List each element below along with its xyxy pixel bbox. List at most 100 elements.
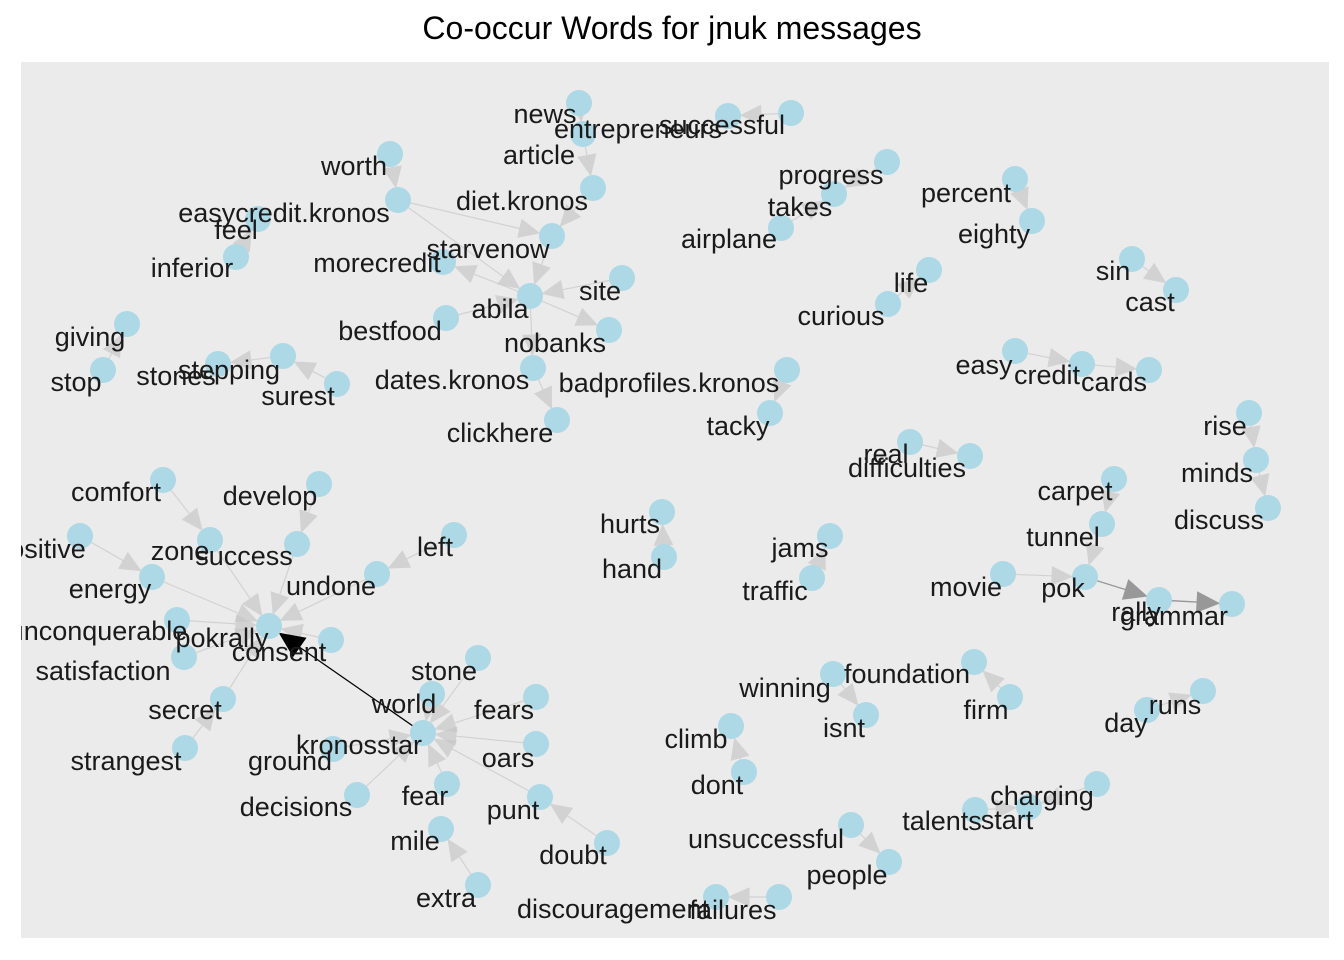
node-label-unconquerable: unconquerable: [9, 616, 188, 646]
node-rally: [1146, 587, 1172, 613]
node-rise: [1236, 400, 1262, 426]
node-label-news: news: [513, 99, 576, 129]
node-label-success: success: [195, 541, 293, 571]
node-label-extra: extra: [416, 883, 477, 913]
node-takes: [821, 181, 847, 207]
node-label-life: life: [894, 268, 929, 298]
node-label-start: start: [981, 805, 1034, 835]
node-label-carpet: carpet: [1037, 476, 1113, 506]
edge-day-runs: [1146, 692, 1192, 712]
node-label-decisions: decisions: [240, 792, 353, 822]
node-label-discuss: discuss: [1174, 505, 1264, 535]
edge-arrowhead: [896, 277, 920, 299]
node-unsuccessful: [838, 812, 864, 838]
node-positive: [67, 523, 93, 549]
edge-arrowhead: [800, 200, 825, 221]
node-label-movie: movie: [930, 572, 1002, 602]
node-decisions: [344, 782, 370, 808]
node-label-fear: fear: [402, 781, 449, 811]
node-label-easycredit_kronos: easycredit.kronos: [178, 198, 390, 228]
node-label-consent: consent: [232, 637, 327, 667]
node-label-takes: takes: [768, 192, 833, 222]
node-label-starvenow: starvenow: [426, 234, 550, 264]
edge-arrowhead: [270, 591, 290, 615]
node-label-comfort: comfort: [71, 477, 162, 507]
node-stop: [90, 357, 116, 383]
node-label-foundation: foundation: [844, 659, 970, 689]
node-people: [876, 849, 902, 875]
node-fears: [523, 684, 549, 710]
edge-arrowhead: [495, 295, 519, 314]
node-starvenow: [539, 223, 565, 249]
node-minds: [1243, 447, 1269, 473]
node-label-surest: surest: [261, 381, 335, 411]
node-clickhere: [544, 407, 570, 433]
node-easycredit_kronos: [385, 187, 411, 213]
node-grammar: [1219, 591, 1245, 617]
node-label-charging: charging: [990, 781, 1094, 811]
edge-line: [454, 696, 537, 724]
node-label-isnt: isnt: [823, 713, 866, 743]
node-label-climb: climb: [664, 724, 727, 754]
node-label-easy: easy: [955, 350, 1013, 380]
node-label-secret: secret: [148, 695, 222, 725]
node-label-inferior: inferior: [151, 253, 234, 283]
node-label-ground: ground: [248, 746, 332, 776]
edge-arrowhead: [1085, 542, 1105, 566]
edge-arrowhead: [1195, 591, 1221, 613]
node-label-grammar: grammar: [1120, 601, 1228, 631]
edge-arrowhead: [574, 307, 599, 326]
edge-punt-kronosstar: [433, 738, 541, 798]
edge-arrowhead: [1114, 357, 1138, 377]
node-label-badprofiles_kronos: badprofiles.kronos: [559, 368, 780, 398]
edge-arrowhead: [739, 104, 762, 125]
edge-arrowhead: [194, 708, 216, 732]
edge-arrowhead: [727, 887, 750, 907]
node-airplane: [768, 215, 794, 241]
node-consent: [318, 627, 344, 653]
edge-arrowhead: [391, 741, 415, 764]
edge-line: [298, 573, 378, 613]
node-progress: [874, 149, 900, 175]
node-dates_kronos: [520, 355, 546, 381]
node-hurts: [649, 499, 675, 525]
node-label-hurts: hurts: [600, 509, 660, 539]
node-label-stop: stop: [50, 367, 101, 397]
node-label-giving: giving: [55, 322, 126, 352]
edge-arrowhead: [428, 743, 447, 768]
edge-undone-pokrally: [279, 573, 378, 621]
node-fear: [434, 771, 460, 797]
node-label-rally: rally: [1111, 597, 1161, 627]
edge-arrowhead: [382, 165, 402, 189]
edge-arrowhead: [387, 550, 412, 569]
node-unconquerable: [164, 607, 190, 633]
node-label-winning: winning: [738, 673, 831, 703]
node-punt: [527, 784, 553, 810]
node-label-positive: positive: [0, 534, 86, 564]
node-badprofiles_kronos: [774, 357, 800, 383]
node-undone: [364, 561, 390, 587]
node-label-progress: progress: [778, 160, 883, 190]
node-inferior: [223, 244, 249, 270]
node-label-successful: successful: [659, 110, 785, 140]
node-firm: [997, 684, 1023, 710]
node-foundation: [961, 649, 987, 675]
node-label-zone: zone: [151, 536, 210, 566]
edge-arrowhead: [181, 507, 203, 531]
node-tunnel: [1089, 511, 1115, 537]
edge-arrowhead: [1101, 489, 1121, 513]
node-jams: [817, 523, 843, 549]
node-label-entrepreneurs: entrepreneurs: [554, 114, 722, 144]
node-label-worth: worth: [320, 151, 387, 181]
node-discuss: [1255, 495, 1281, 521]
node-stepping: [270, 343, 296, 369]
edge-arrowhead: [534, 385, 553, 410]
node-left: [441, 522, 467, 548]
node-label-airplane: airplane: [681, 224, 777, 254]
node-mile: [428, 816, 454, 842]
node-easy: [1002, 338, 1028, 364]
node-pok: [1072, 564, 1098, 590]
node-isnt: [853, 702, 879, 728]
node-label-site: site: [579, 276, 621, 306]
edge-arrowhead: [521, 334, 542, 357]
